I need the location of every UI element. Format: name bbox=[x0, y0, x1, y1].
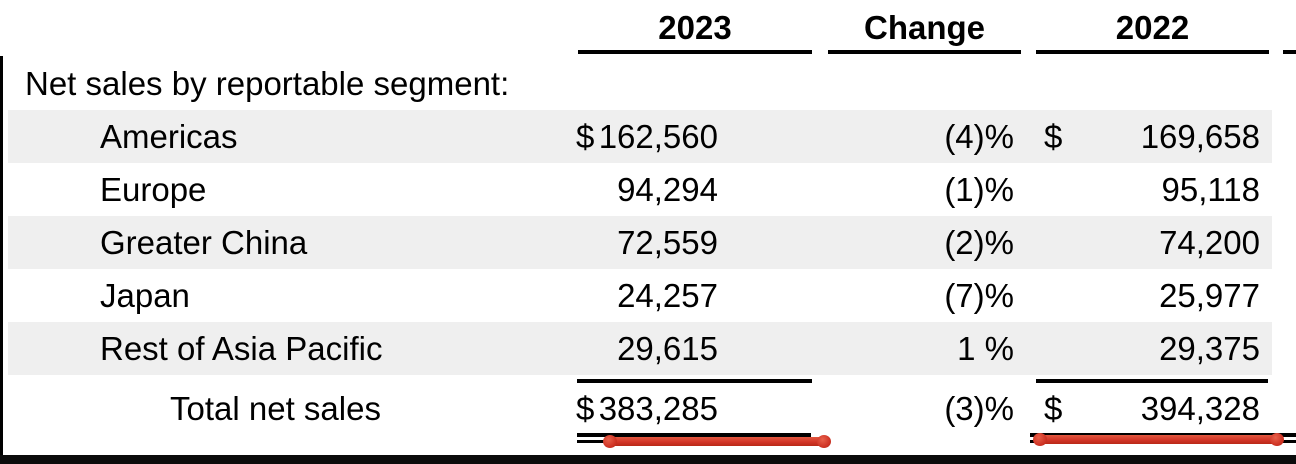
header-underline-next-column-cutoff bbox=[1283, 50, 1296, 54]
row-label: Americas bbox=[100, 118, 238, 155]
value-change: (7)% bbox=[944, 277, 1014, 314]
column-header-2022: 2022 bbox=[1115, 9, 1190, 46]
red-marker-underline-2023 bbox=[603, 435, 831, 448]
total-double-underline-top-2023 bbox=[577, 433, 811, 437]
table-row-americas: Americas $ 162,560 (4)% $ 169,658 bbox=[8, 110, 1272, 163]
value-2022: 74,200 bbox=[1159, 224, 1260, 261]
red-marker-cap-icon bbox=[1033, 433, 1047, 446]
row-label: Greater China bbox=[100, 224, 308, 261]
value-2022: 169,658 bbox=[1140, 118, 1260, 155]
value-change: 1 % bbox=[957, 330, 1014, 367]
total-row-label: Total net sales bbox=[170, 390, 381, 427]
red-marker-cap-icon bbox=[603, 435, 617, 448]
subtotal-rule-2022 bbox=[1036, 379, 1268, 383]
value-2022: 29,375 bbox=[1159, 330, 1260, 367]
red-marker-underline-2022 bbox=[1033, 433, 1284, 446]
value-2023: 72,559 bbox=[617, 224, 718, 261]
red-marker-cap-icon bbox=[1270, 433, 1284, 446]
value-2022: 25,977 bbox=[1159, 277, 1260, 314]
total-value-2022: 394,328 bbox=[1140, 390, 1260, 427]
table-row-europe: Europe 94,294 (1)% 95,118 bbox=[8, 163, 1272, 216]
value-2023: 24,257 bbox=[617, 277, 718, 314]
row-label: Rest of Asia Pacific bbox=[100, 330, 383, 367]
dollar-sign-2022: $ bbox=[1044, 390, 1063, 427]
value-change: (1)% bbox=[944, 171, 1014, 208]
section-label: Net sales by reportable segment: bbox=[25, 65, 510, 102]
header-underline-change bbox=[828, 50, 1021, 54]
page-bottom-border bbox=[0, 455, 1296, 464]
table-row-total-net-sales: Total net sales $ 383,285 (3)% $ 394,328 bbox=[8, 387, 1272, 431]
header-underline-2022 bbox=[1036, 50, 1269, 54]
value-2023: 29,615 bbox=[617, 330, 718, 367]
dollar-sign-2023: $ bbox=[576, 118, 595, 155]
table-row-greater-china: Greater China 72,559 (2)% 74,200 bbox=[8, 216, 1272, 269]
dollar-sign-2023: $ bbox=[576, 390, 595, 427]
total-value-2023: 383,285 bbox=[598, 390, 718, 427]
header-underline-2023 bbox=[578, 50, 812, 54]
value-change: (2)% bbox=[944, 224, 1014, 261]
column-header-2023: 2023 bbox=[658, 9, 732, 46]
value-2023: 162,560 bbox=[598, 118, 718, 155]
row-label: Europe bbox=[100, 171, 207, 208]
column-header-change: Change bbox=[863, 9, 985, 46]
page-left-border bbox=[0, 56, 3, 464]
value-change: (4)% bbox=[944, 118, 1014, 155]
red-marker-cap-icon bbox=[817, 435, 831, 448]
total-value-change: (3)% bbox=[944, 390, 1014, 427]
row-label: Japan bbox=[100, 277, 190, 314]
dollar-sign-2022: $ bbox=[1044, 118, 1063, 155]
subtotal-rule-2023 bbox=[577, 379, 812, 383]
value-2023: 94,294 bbox=[617, 171, 718, 208]
value-2022: 95,118 bbox=[1161, 171, 1260, 208]
table-row-japan: Japan 24,257 (7)% 25,977 bbox=[8, 269, 1272, 322]
table-row-rest-of-asia-pacific: Rest of Asia Pacific 29,615 1 % 29,375 bbox=[8, 322, 1272, 375]
